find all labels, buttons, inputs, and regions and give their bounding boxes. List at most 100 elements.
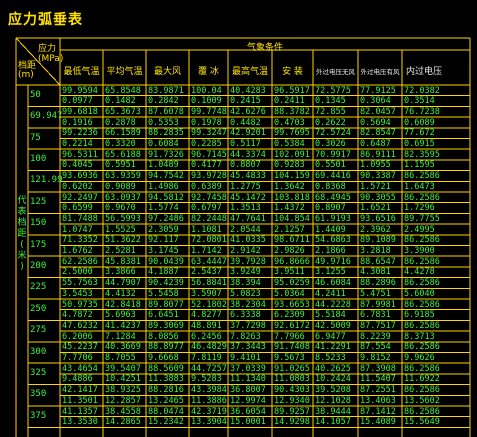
stress-cell: 56.5993 bbox=[105, 213, 141, 224]
sag-cell: 3.3900 bbox=[404, 246, 435, 256]
sag-cell: 12.9340 bbox=[274, 395, 310, 406]
sag-cell: 0.2214 bbox=[62, 139, 93, 149]
sag-cell: 14.2865 bbox=[105, 417, 141, 428]
sag-cell: 0.1978 bbox=[191, 117, 222, 128]
stress-cell: 39.7928 bbox=[230, 256, 266, 267]
stress-cell: 88.2896 bbox=[360, 278, 396, 289]
sag-cell: 2.5281 bbox=[105, 246, 136, 256]
sag-cell: 8.7055 bbox=[105, 353, 136, 363]
sag-cell: 1.5774 bbox=[148, 203, 179, 214]
stress-cell: 65.6188 bbox=[105, 149, 141, 160]
stress-cell: 99.6818 bbox=[62, 106, 98, 117]
stress-cell: 99.7748 bbox=[191, 106, 227, 117]
stress-cell: 72.855 bbox=[315, 106, 346, 117]
sag-cell: 0.5384 bbox=[274, 139, 305, 149]
stress-cell: 89.7755 bbox=[404, 213, 440, 224]
stress-cell: 44.2228 bbox=[315, 299, 351, 310]
span-value: 125 bbox=[30, 196, 47, 207]
stress-cell: 40.4283 bbox=[230, 85, 266, 96]
stress-cell: 99.2236 bbox=[62, 128, 98, 139]
sag-cell: 8.3713 bbox=[404, 331, 435, 342]
stress-cell: 50.9735 bbox=[62, 299, 98, 310]
stress-cell: 86.2586 bbox=[404, 320, 440, 331]
stress-cell: 87.554 bbox=[360, 342, 391, 353]
sag-cell: 5.4751 bbox=[360, 288, 391, 299]
stress-cell: 71.3352 bbox=[62, 235, 98, 246]
stress-cell: 86.2586 bbox=[404, 406, 440, 417]
sag-cell: 3.5907 bbox=[191, 288, 222, 299]
stress-cell: 42.9201 bbox=[230, 128, 266, 139]
stress-cell: 102.091 bbox=[274, 149, 310, 160]
column-header-1: 最低气温 bbox=[63, 67, 100, 77]
sag-cell: 0.3064 bbox=[360, 96, 391, 107]
sag-cell: 6.9477 bbox=[315, 331, 346, 342]
stress-cell: 44.3374 bbox=[230, 149, 266, 160]
sag-cell: 0.1482 bbox=[105, 96, 136, 107]
sag-cell: 5.5184 bbox=[315, 310, 346, 321]
sag-cell: 4.1887 bbox=[148, 267, 179, 278]
sag-cell: 2.1866 bbox=[315, 246, 346, 256]
stress-cell: 39.5208 bbox=[315, 385, 351, 396]
stress-cell: 62.2586 bbox=[62, 256, 98, 267]
stress-header-label: 应力 bbox=[38, 44, 57, 54]
stress-cell: 42.6276 bbox=[230, 106, 266, 117]
sag-cell: 0.5353 bbox=[148, 117, 179, 128]
stress-cell: 38.2304 bbox=[230, 299, 266, 310]
sag-cell: 3.9511 bbox=[274, 267, 305, 278]
sag-cell: 0.2622 bbox=[315, 117, 346, 128]
span-value: 175 bbox=[30, 239, 47, 250]
stress-cell: 45.1472 bbox=[230, 192, 266, 203]
sag-cell: 9.4886 bbox=[62, 374, 93, 385]
sag-cell: 0.9670 bbox=[105, 203, 136, 214]
sag-cell: 1.4372 bbox=[274, 203, 305, 214]
sag-cell: 0.4703 bbox=[274, 117, 305, 128]
stress-cell: 36.6054 bbox=[230, 406, 266, 417]
sag-cell: 14.1057 bbox=[315, 417, 351, 428]
stress-cell: 88.0474 bbox=[148, 406, 184, 417]
sag-cell: 9.9626 bbox=[404, 353, 435, 363]
sag-cell: 1.2775 bbox=[230, 181, 261, 192]
sag-cell: 0.3026 bbox=[315, 139, 346, 149]
stress-cell: 87.3908 bbox=[360, 363, 396, 374]
stress-cell: 89.8077 bbox=[148, 299, 184, 310]
sag-cell: 0.8907 bbox=[315, 203, 346, 214]
span-value: 325 bbox=[30, 367, 47, 378]
span-header-label: 档距 bbox=[18, 61, 37, 71]
sag-cell: 9.5283 bbox=[191, 374, 222, 385]
sag-cell: 5.6963 bbox=[105, 310, 136, 321]
sag-cell: 0.9283 bbox=[274, 160, 305, 171]
sag-cell: 0.2842 bbox=[148, 96, 179, 107]
stress-cell: 89.3069 bbox=[148, 320, 184, 331]
stress-cell: 38.9325 bbox=[105, 385, 141, 396]
stress-cell: 87.2551 bbox=[360, 385, 396, 396]
stress-cell: 51.3622 bbox=[105, 235, 141, 246]
stress-cell: 46.4829 bbox=[191, 342, 227, 353]
sag-cell: 11.3886 bbox=[191, 395, 227, 406]
sag-cell: 15.5649 bbox=[404, 417, 440, 428]
column-header-4: 覆 冰 bbox=[198, 67, 219, 77]
span-value: 69.947 bbox=[30, 111, 63, 122]
stress-cell: 56.8841 bbox=[191, 278, 227, 289]
sag-cell: 0.2285 bbox=[191, 139, 222, 149]
span-value: 375 bbox=[30, 410, 47, 421]
page-title: 应力弧垂表 bbox=[8, 12, 83, 28]
stress-cell: 99.3247 bbox=[191, 128, 227, 139]
stress-cell: 42.5009 bbox=[315, 320, 351, 331]
stress-cell: 49.9716 bbox=[315, 256, 351, 267]
stress-cell: 90.3387 bbox=[360, 171, 396, 182]
stress-cell: 42.1417 bbox=[62, 385, 98, 396]
sag-cell: 11.6922 bbox=[404, 374, 440, 385]
sag-cell: 11.0803 bbox=[274, 374, 310, 385]
stress-cell: 92.117 bbox=[148, 235, 179, 246]
sag-cell: 1.6521 bbox=[360, 203, 391, 214]
stress-cell: 86.2586 bbox=[404, 192, 440, 203]
sag-cell: 13.3530 bbox=[62, 417, 98, 428]
stress-cell: 82.3595 bbox=[404, 149, 440, 160]
stress-cell: 44.7257 bbox=[191, 363, 227, 374]
sag-cell: 2.1257 bbox=[274, 224, 305, 235]
sag-cell: 1.5525 bbox=[105, 224, 136, 235]
sag-cell: 6.2309 bbox=[274, 310, 305, 321]
side-label-representative-span: 代表档距(米) bbox=[17, 196, 27, 272]
stress-cell: 52.1802 bbox=[191, 299, 227, 310]
